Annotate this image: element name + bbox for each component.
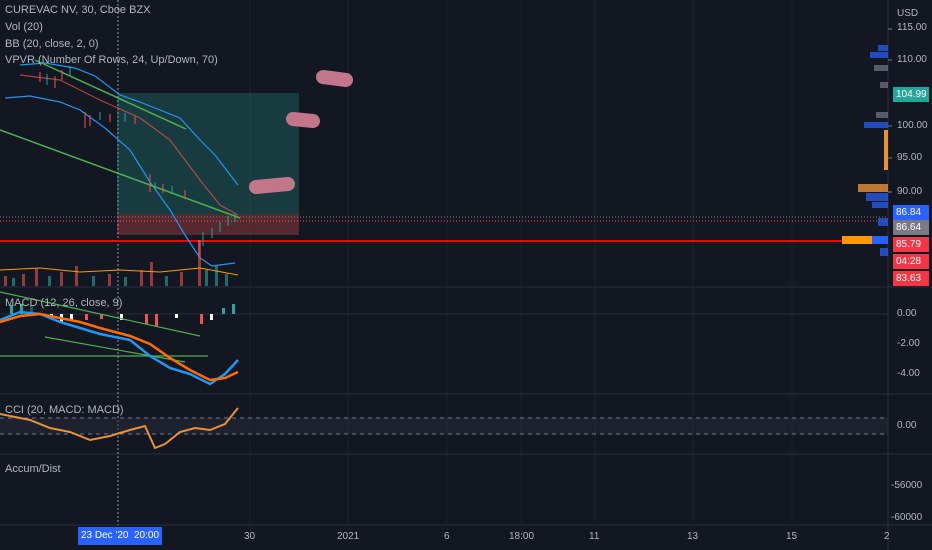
- cci-axis-tick: 0.00: [897, 420, 917, 431]
- accum-axis-tick: -60000: [891, 512, 923, 523]
- time-axis-tick: 2: [884, 531, 890, 542]
- trendlines[interactable]: [0, 59, 241, 219]
- vpvr-histogram: [842, 45, 888, 256]
- time-axis-tick: 15: [786, 531, 798, 542]
- vertical-grid: [249, 0, 793, 525]
- accum-dist-indicator-label[interactable]: Accum/Dist: [5, 463, 61, 475]
- price-axis-tick: 110.00: [897, 54, 927, 65]
- time-axis-tick: 30: [244, 531, 256, 542]
- price-badge-stop: 83.63: [893, 271, 929, 286]
- axis-tick-marks: [888, 28, 892, 193]
- macd-axis-tick: -2.00: [897, 338, 920, 349]
- volume-bars: [4, 240, 228, 286]
- time-axis-cursor-date: 23 Dec '20: [78, 527, 132, 545]
- price-axis-currency: USD: [897, 8, 919, 19]
- time-axis-tick: 18:00: [509, 531, 535, 542]
- symbol-title[interactable]: CUREVAC NV, 30, Cboe BZX: [5, 4, 151, 16]
- time-axis-cursor-time: 20:00: [131, 527, 163, 545]
- time-axis-tick: 6: [444, 531, 450, 542]
- time-axis-tick: 11: [589, 531, 600, 542]
- bollinger-indicator-label[interactable]: BB (20, close, 2, 0): [5, 38, 99, 50]
- volume-indicator-label[interactable]: Vol (20): [5, 21, 43, 33]
- volume-ma-line: [0, 267, 239, 276]
- cci-band: [0, 418, 888, 434]
- vpvr-indicator-label[interactable]: VPVR (Number Of Rows, 24, Up/Down, 70): [5, 54, 218, 66]
- price-axis-tick: 115.00: [897, 22, 927, 33]
- chart-background: [0, 0, 888, 550]
- accum-axis-tick: -56000: [891, 480, 923, 491]
- macd-axis-tick: -4.00: [897, 368, 920, 379]
- price-badge-current: 86.64: [893, 220, 929, 235]
- time-axis-tick: 2021: [337, 531, 360, 542]
- cci-line: [0, 407, 239, 450]
- long-position-profit-zone[interactable]: [117, 93, 299, 214]
- price-axis-tick: 90.00: [897, 186, 923, 197]
- highlighter-marks[interactable]: [249, 70, 353, 194]
- time-axis-tick: 13: [687, 531, 699, 542]
- cci-indicator-label[interactable]: CCI (20, MACD: MACD): [5, 404, 124, 416]
- price-badge-support: 85.79: [893, 237, 929, 252]
- price-axis-tick: 95.00: [897, 152, 923, 163]
- price-badge-crosshair: 86.84: [893, 205, 929, 220]
- long-position-loss-zone[interactable]: [117, 214, 299, 235]
- price-badge-target: 104.99: [893, 87, 929, 102]
- macd-indicator-label[interactable]: MACD (12, 26, close, 9): [5, 297, 123, 309]
- price-badge-countdown: 04:28: [893, 254, 929, 269]
- price-axis-tick: 100.00: [897, 120, 928, 131]
- macd-signal-line: [0, 312, 239, 382]
- macd-trendlines[interactable]: [0, 291, 208, 363]
- macd-axis-tick: 0.00: [897, 308, 917, 319]
